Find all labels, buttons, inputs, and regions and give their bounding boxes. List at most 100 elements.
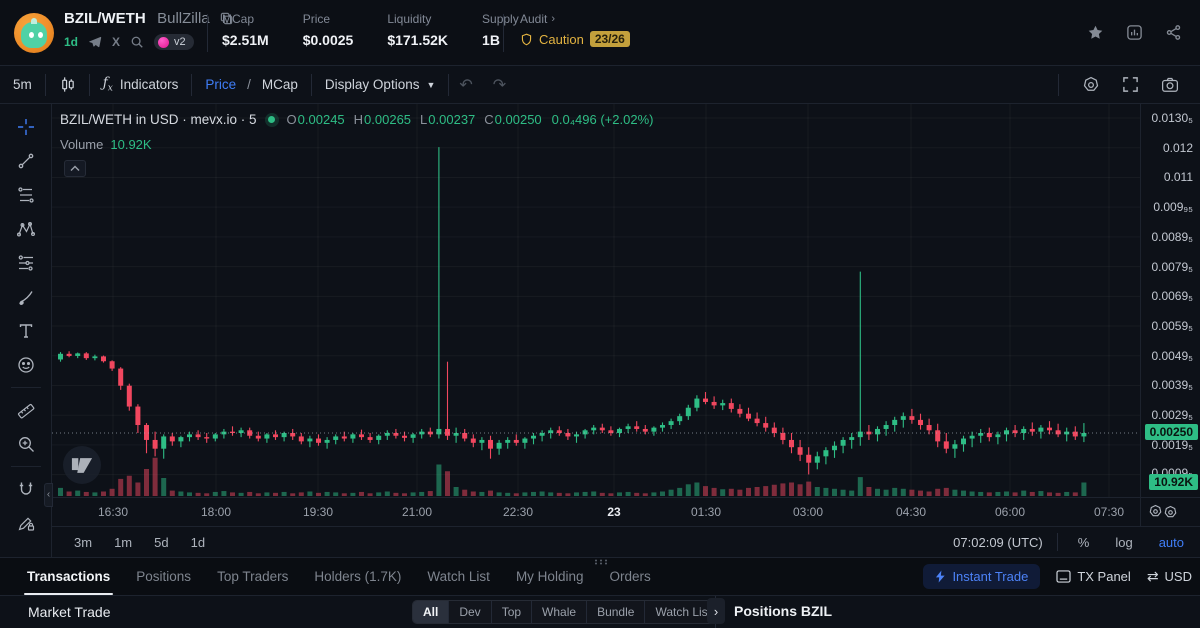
price-mcap-toggle[interactable]: Price / MCap — [205, 77, 298, 92]
range-button-1m[interactable]: 1m — [114, 534, 133, 550]
price-tick-label: 0.0130₅ — [1151, 111, 1193, 125]
ruler-tool-icon[interactable] — [10, 395, 42, 425]
market-trade-title: Market Trade — [28, 604, 111, 620]
panel-expand-chevron[interactable]: › — [707, 598, 725, 624]
redo-icon[interactable]: ↷ — [492, 76, 507, 94]
pair-title: BZIL/WETH — [64, 10, 146, 27]
chart-panel-icon[interactable] — [1126, 24, 1143, 41]
time-tick-label: 19:30 — [302, 505, 334, 519]
trend-line-tool-icon[interactable] — [10, 146, 42, 176]
filter-whale[interactable]: Whale — [532, 601, 588, 623]
favorite-star-icon[interactable] — [1087, 24, 1104, 41]
chart-title: BZIL/WETH in USD · mevx.io · 5 — [60, 112, 257, 127]
chart-toolbar: 5m ƒx Indicators Price / MCap Display Opti… — [0, 66, 1200, 104]
price-tick-label: 0.009₉₅ — [1153, 200, 1193, 215]
drawing-tool-rail — [0, 104, 52, 557]
forecast-tool-icon[interactable] — [10, 248, 42, 278]
percent-scale-button[interactable]: % — [1077, 534, 1090, 550]
price-tick-label: 0.0039₅ — [1151, 378, 1193, 393]
tab-transactions[interactable]: Transactions — [14, 558, 123, 595]
rail-divider — [10, 387, 41, 388]
time-axis-settings-icon[interactable] — [1148, 504, 1163, 519]
utc-clock[interactable]: 07:02:09 (UTC) — [953, 534, 1043, 550]
filter-watch-list[interactable]: Watch List — [655, 605, 712, 619]
tab-watch-list[interactable]: Watch List — [427, 569, 490, 584]
auto-scale-button[interactable]: auto — [1158, 534, 1184, 550]
display-options-button[interactable]: Display Options ▼ — [324, 77, 436, 92]
candle-style-button[interactable] — [46, 66, 89, 103]
time-tick-label: 03:00 — [792, 505, 824, 519]
stat-supply: Supply 1B — [482, 12, 519, 48]
tab-my-holding[interactable]: My Holding — [515, 569, 584, 584]
instant-trade-button[interactable]: Instant Trade — [923, 564, 1041, 589]
stat-mcap: MCap $2.51M — [222, 12, 269, 48]
currency-toggle[interactable]: ⇄ USD — [1146, 568, 1192, 584]
xabcd-pattern-tool-icon[interactable] — [10, 214, 42, 244]
chart-settings-button[interactable] — [1073, 76, 1109, 94]
telegram-icon[interactable] — [88, 35, 102, 49]
zoom-in-tool-icon[interactable] — [10, 429, 42, 459]
dex-icon — [158, 36, 170, 48]
header-divider — [503, 14, 504, 52]
time-tick-label: 01:30 — [690, 505, 722, 519]
current-volume-badge: 10.92K — [1149, 474, 1198, 490]
positions-title: Positions BZIL — [734, 603, 832, 619]
emoji-tool-icon[interactable] — [10, 350, 42, 380]
volume-legend: Volume 10.92K — [60, 137, 152, 152]
chart-footer: 3m 1m 5d 1d 07:02:09 (UTC) % log auto — [52, 526, 1200, 557]
range-buttons: 3m 1m 5d 1d — [52, 533, 211, 552]
tab-holders-1-7k[interactable]: Holders (1.7K) — [314, 569, 402, 584]
lightning-icon — [936, 570, 946, 583]
chart-legend: BZIL/WETH in USD · mevx.io · 5 O0.00245 … — [60, 112, 653, 127]
magnet-tool-icon[interactable] — [10, 474, 42, 504]
range-button-5d[interactable]: 5d — [154, 534, 169, 550]
x-social-icon[interactable]: X — [112, 35, 121, 49]
token-sub-row: 1d X v2 — [64, 34, 194, 50]
axis-settings-corner[interactable] — [1140, 497, 1200, 526]
text-tool-icon[interactable] — [10, 316, 42, 346]
price-change: 0.0₄496 (+2.02%) — [551, 112, 654, 127]
timeframe-button[interactable]: 5m — [13, 77, 32, 92]
time-tick-label: 16:30 — [97, 505, 129, 519]
range-button-3m[interactable]: 3m — [74, 534, 93, 550]
legend-collapse-button[interactable] — [64, 160, 86, 177]
chart-pane[interactable]: BZIL/WETH in USD · mevx.io · 5 O0.00245 … — [52, 104, 1140, 497]
filter-top[interactable]: Top — [492, 601, 533, 623]
screenshot-camera-icon[interactable] — [1152, 76, 1188, 94]
search-icon[interactable] — [130, 35, 144, 49]
tab-positions[interactable]: Positions — [136, 569, 192, 584]
time-axis[interactable]: 16:30 18:00 19:30 21:00 22:30 23 01:30 03:00 04:… — [52, 497, 1162, 526]
indicators-button[interactable]: ƒx Indicators — [102, 75, 179, 94]
filter-all[interactable]: All — [413, 601, 450, 623]
filter-bundle[interactable]: Bundle — [587, 601, 646, 623]
price-tick-label: 0.0089₅ — [1151, 229, 1193, 244]
chevron-right-icon: › — [551, 13, 556, 25]
range-button-1d[interactable]: 1d — [190, 534, 206, 550]
log-scale-button[interactable]: log — [1115, 534, 1133, 550]
undo-icon[interactable]: ↶ — [459, 76, 473, 94]
crosshair-tool-icon[interactable] — [10, 112, 42, 142]
candlestick-chart — [52, 104, 1140, 497]
price-axis[interactable]: 0.0130₅ 0.012 0.011 0.009₉₅ 0.0089₅ 0.0079₅ 0.… — [1140, 104, 1200, 526]
draw-lock-tool-icon[interactable] — [10, 508, 42, 538]
price-tick-label: 0.0069₅ — [1151, 289, 1193, 304]
price-tick-label: 0.0049₅ — [1151, 348, 1193, 363]
token-avatar[interactable] — [14, 13, 54, 53]
time-tick-label: 18:00 — [200, 505, 232, 519]
brush-tool-icon[interactable] — [10, 282, 42, 312]
tab-orders[interactable]: Orders — [609, 569, 651, 584]
rail-collapse-handle[interactable]: ‹ — [44, 483, 53, 507]
share-icon[interactable] — [1165, 24, 1182, 41]
fullscreen-icon[interactable] — [1113, 76, 1148, 93]
filter-dev[interactable]: Dev — [449, 601, 492, 623]
copy-icon[interactable] — [220, 12, 233, 25]
token-name: BullZilla — [157, 10, 210, 27]
fib-lines-tool-icon[interactable] — [10, 180, 42, 210]
tab-top-traders[interactable]: Top Traders — [217, 569, 289, 584]
dex-version-badge[interactable]: v2 — [154, 34, 194, 50]
swap-icon: ⇄ — [1146, 568, 1159, 584]
audit-block[interactable]: Audit › Caution 23/26 — [520, 12, 630, 47]
tx-panel-button[interactable]: TX Panel — [1056, 569, 1131, 584]
tradingview-watermark[interactable] — [63, 446, 101, 484]
pane-resize-handle[interactable] — [594, 559, 608, 565]
